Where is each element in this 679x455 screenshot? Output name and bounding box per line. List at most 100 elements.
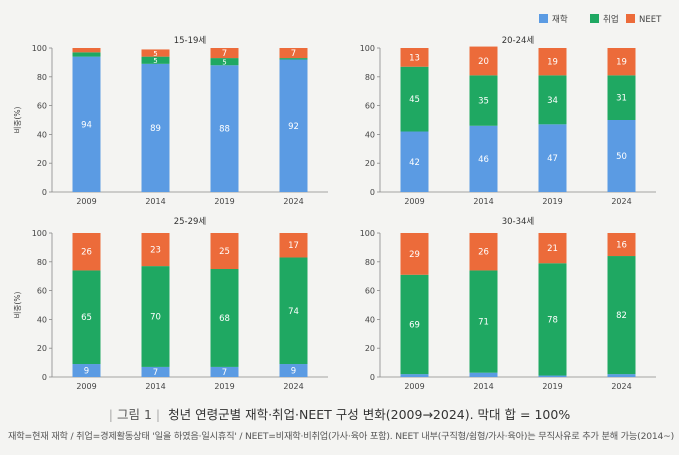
y-axis-label-2: 비중(%) [13,292,22,319]
bar-3-2-1 [538,263,567,376]
bar-0-0-0 [72,56,101,192]
bar-2-2-0 [210,366,239,377]
data-label-3-3-2: 16 [616,241,627,251]
data-label-2-2-0: 7 [222,368,227,378]
data-label-0-2-2: 7 [222,49,227,59]
data-label-3-1-2: 26 [478,248,489,258]
y-tick-label-1-4: 80 [365,73,375,82]
data-label-0-0-0: 94 [81,120,92,130]
data-label-2-1-1: 70 [150,313,161,323]
x-tick-label-1-3: 2024 [611,197,631,206]
y-axis-label-0: 비중(%) [13,107,22,134]
data-label-2-1-0: 7 [153,368,158,378]
bar-3-2-0 [538,375,567,377]
bar-2-0-0 [72,364,101,377]
data-label-0-1-0: 89 [150,124,161,134]
bar-0-1-1 [141,56,170,64]
x-tick-label-3-0: 2009 [404,382,424,391]
data-label-3-1-1: 71 [478,318,489,328]
data-label-1-1-2: 20 [478,57,489,67]
data-label-2-3-1: 74 [288,307,299,317]
data-label-1-0-2: 13 [409,53,420,63]
figure-label: 그림 1 [117,407,152,422]
panel-title-3: 30-34세 [502,217,535,227]
data-label-3-2-1: 78 [547,315,558,325]
data-label-3-3-1: 82 [616,311,627,321]
data-label-3-0-1: 69 [409,320,420,330]
data-label-1-3-2: 19 [616,58,627,68]
data-label-2-2-1: 68 [219,314,230,324]
y-tick-label-2-5: 100 [32,229,47,238]
bar-0-3-2 [279,48,308,59]
bar-1-0-0 [400,131,429,192]
y-tick-label-3-0: 0 [370,373,375,382]
bar-1-3-0 [607,120,636,192]
panel-title-2: 25-29세 [174,217,207,227]
y-tick-label-1-5: 100 [360,44,375,53]
x-tick-label-3-2: 2019 [542,382,562,391]
data-label-0-3-0: 92 [288,122,299,132]
y-tick-label-0-2: 40 [37,130,47,139]
bar-2-0-1 [72,270,101,365]
bar-3-3-2 [607,233,636,257]
data-label-1-1-1: 35 [478,97,489,107]
y-tick-label-2-0: 0 [42,373,47,382]
bar-1-1-0 [469,125,498,192]
y-tick-label-2-3: 60 [37,287,47,296]
data-label-0-2-0: 88 [219,125,230,135]
bar-1-1-2 [469,46,498,76]
data-label-1-1-0: 46 [478,155,489,165]
legend-swatch-2 [626,14,635,23]
bar-2-3-0 [279,364,308,377]
figure-caption: | 그림 1 | 청년 연령군별 재학·취업·NEET 구성 변화(2009→20… [108,407,571,422]
bar-0-2-1 [210,58,239,66]
y-tick-label-0-4: 80 [37,73,47,82]
bar-2-1-0 [141,366,170,377]
data-label-1-3-0: 50 [616,152,627,162]
y-tick-label-2-1: 20 [37,344,47,353]
bar-0-3-0 [279,59,308,192]
data-label-1-0-1: 45 [409,95,420,105]
x-tick-label-2-3: 2024 [283,382,303,391]
bar-0-1-2 [141,49,170,57]
y-tick-label-3-4: 80 [365,258,375,267]
data-label-3-2-2: 21 [547,244,558,254]
x-tick-label-0-3: 2024 [283,197,303,206]
data-label-2-2-2: 25 [219,247,230,257]
y-tick-label-0-0: 0 [42,188,47,197]
legend-swatch-1 [590,14,599,23]
y-tick-label-3-2: 40 [365,315,375,324]
bar-3-1-2 [469,233,498,271]
bar-1-3-2 [607,48,636,76]
bar-3-2-2 [538,233,567,264]
bar-2-1-2 [141,233,170,267]
data-label-1-2-1: 34 [547,96,558,106]
bar-0-0-2 [72,48,101,53]
bar-3-3-0 [607,374,636,377]
data-label-2-0-2: 26 [81,248,92,258]
y-tick-label-3-3: 60 [365,287,375,296]
bar-2-3-2 [279,233,308,258]
x-tick-label-0-1: 2014 [145,197,165,206]
x-tick-label-2-2: 2019 [214,382,234,391]
x-tick-label-1-1: 2014 [473,197,493,206]
bar-1-0-2 [400,48,429,67]
y-tick-label-1-0: 0 [370,188,375,197]
bar-0-1-0 [141,63,170,193]
bar-3-0-1 [400,274,429,375]
footnote: 재학=현재 재학 / 취업=경제활동상태 '일을 하였음·일시휴직' / NEE… [8,431,675,442]
y-tick-label-1-3: 60 [365,102,375,111]
bar-2-0-2 [72,233,101,271]
bar-0-0-1 [72,52,101,57]
bar-1-2-2 [538,48,567,76]
data-label-2-1-2: 23 [150,246,161,256]
x-tick-label-1-0: 2009 [404,197,424,206]
bar-1-2-0 [538,124,567,192]
x-tick-label-3-1: 2014 [473,382,493,391]
legend-label-1: 취업 [603,15,619,25]
panel-title-0: 15-19세 [174,36,207,46]
y-tick-label-0-3: 60 [37,102,47,111]
bar-2-2-2 [210,233,239,269]
data-label-2-3-2: 17 [288,241,299,251]
